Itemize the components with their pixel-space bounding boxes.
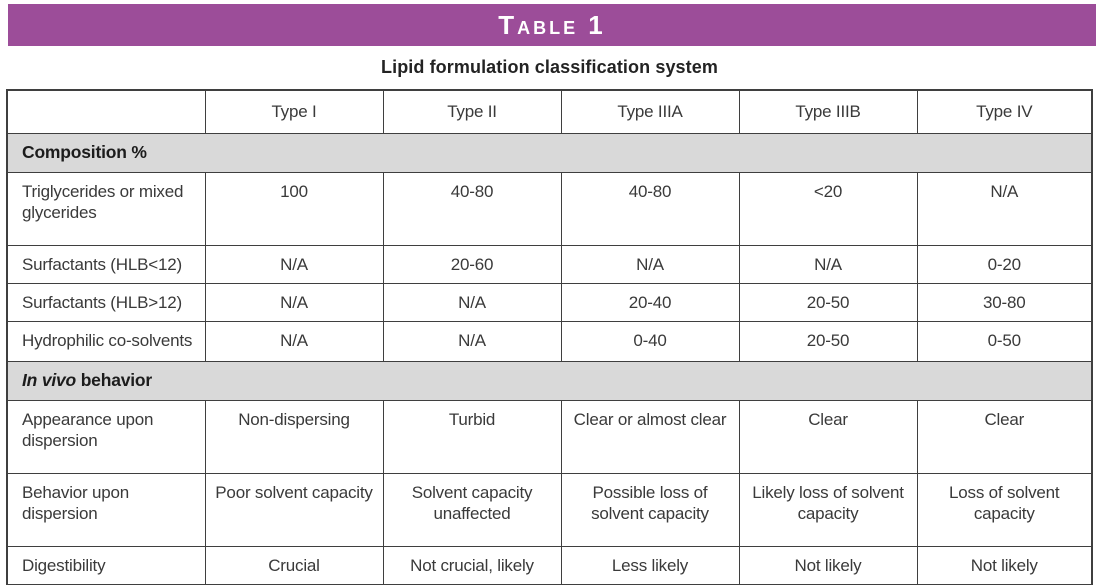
cell: N/A xyxy=(382,320,562,362)
cell: 20-60 xyxy=(382,244,562,284)
section-label-rest: behavior xyxy=(76,370,153,390)
cell: Not crucial, likely xyxy=(382,545,562,585)
row-label: Digestibility xyxy=(6,545,206,585)
cell: 0-40 xyxy=(560,320,740,362)
cell: 20-50 xyxy=(738,282,918,322)
column-header-type-i: Type I xyxy=(204,89,384,134)
section-header-label: Composition % xyxy=(6,132,1093,173)
table-row-surfactants-low-hlb: Surfactants (HLB<12) N/A 20-60 N/A N/A 0… xyxy=(6,244,1093,284)
table-row-appearance: Appearance upon dispersion Non-dispersin… xyxy=(6,399,1093,474)
cell: <20 xyxy=(738,171,918,246)
cell: Poor solvent capacity xyxy=(204,472,384,547)
table-title: Lipid formulation classification system xyxy=(381,57,718,77)
column-header-blank xyxy=(6,89,206,134)
cell: Clear xyxy=(916,399,1093,474)
row-label: Behavior upon dispersion xyxy=(6,472,206,547)
section-header-in-vivo: In vivo behavior xyxy=(6,360,1093,401)
cell: 0-50 xyxy=(916,320,1093,362)
cell: Clear or almost clear xyxy=(560,399,740,474)
cell: Less likely xyxy=(560,545,740,585)
cell: Crucial xyxy=(204,545,384,585)
cell: Turbid xyxy=(382,399,562,474)
cell: N/A xyxy=(916,171,1093,246)
cell: 0-20 xyxy=(916,244,1093,284)
row-label: Surfactants (HLB>12) xyxy=(6,282,206,322)
table-row-surfactants-high-hlb: Surfactants (HLB>12) N/A N/A 20-40 20-50… xyxy=(6,282,1093,322)
cell: Solvent capacity unaffected xyxy=(382,472,562,547)
table-row-digestibility: Digestibility Crucial Not crucial, likel… xyxy=(6,545,1093,585)
cell: Not likely xyxy=(916,545,1093,585)
section-header-composition: Composition % xyxy=(6,132,1093,173)
cell: N/A xyxy=(204,320,384,362)
row-label: Hydrophilic co-solvents xyxy=(6,320,206,362)
cell: Clear xyxy=(738,399,918,474)
table-banner: Table 1 xyxy=(8,4,1096,46)
cell: 40-80 xyxy=(382,171,562,246)
table-row-triglycerides: Triglycerides or mixed glycerides 100 40… xyxy=(6,171,1093,246)
section-header-label: In vivo behavior xyxy=(6,360,1093,401)
cell: 40-80 xyxy=(560,171,740,246)
cell: 20-50 xyxy=(738,320,918,362)
column-header-row: Type I Type II Type IIIA Type IIIB Type … xyxy=(6,89,1093,134)
cell: Possible loss of solvent capacity xyxy=(560,472,740,547)
column-header-type-ii: Type II xyxy=(382,89,562,134)
cell: Likely loss of solvent capacity xyxy=(738,472,918,547)
row-label: Surfactants (HLB<12) xyxy=(6,244,206,284)
cell: 30-80 xyxy=(916,282,1093,322)
cell: Not likely xyxy=(738,545,918,585)
cell: N/A xyxy=(204,282,384,322)
section-label-italic: In vivo xyxy=(22,370,77,390)
column-header-type-iiia: Type IIIA xyxy=(560,89,740,134)
cell: 100 xyxy=(204,171,384,246)
cell: Non-dispersing xyxy=(204,399,384,474)
section-label-rest: Composition % xyxy=(22,142,147,162)
column-header-type-iiib: Type IIIB xyxy=(738,89,918,134)
table-row-behavior: Behavior upon dispersion Poor solvent ca… xyxy=(6,472,1093,547)
table-row-hydrophilic-cosolvents: Hydrophilic co-solvents N/A N/A 0-40 20-… xyxy=(6,320,1093,362)
classification-table: Type I Type II Type IIIA Type IIIB Type … xyxy=(6,89,1093,585)
table-number: Table 1 xyxy=(498,10,606,40)
cell: N/A xyxy=(738,244,918,284)
cell: N/A xyxy=(560,244,740,284)
cell: N/A xyxy=(204,244,384,284)
row-label: Appearance upon dispersion xyxy=(6,399,206,474)
cell: Loss of solvent capacity xyxy=(916,472,1093,547)
cell: N/A xyxy=(382,282,562,322)
row-label: Triglycerides or mixed glycerides xyxy=(6,171,206,246)
cell: 20-40 xyxy=(560,282,740,322)
column-header-type-iv: Type IV xyxy=(916,89,1093,134)
